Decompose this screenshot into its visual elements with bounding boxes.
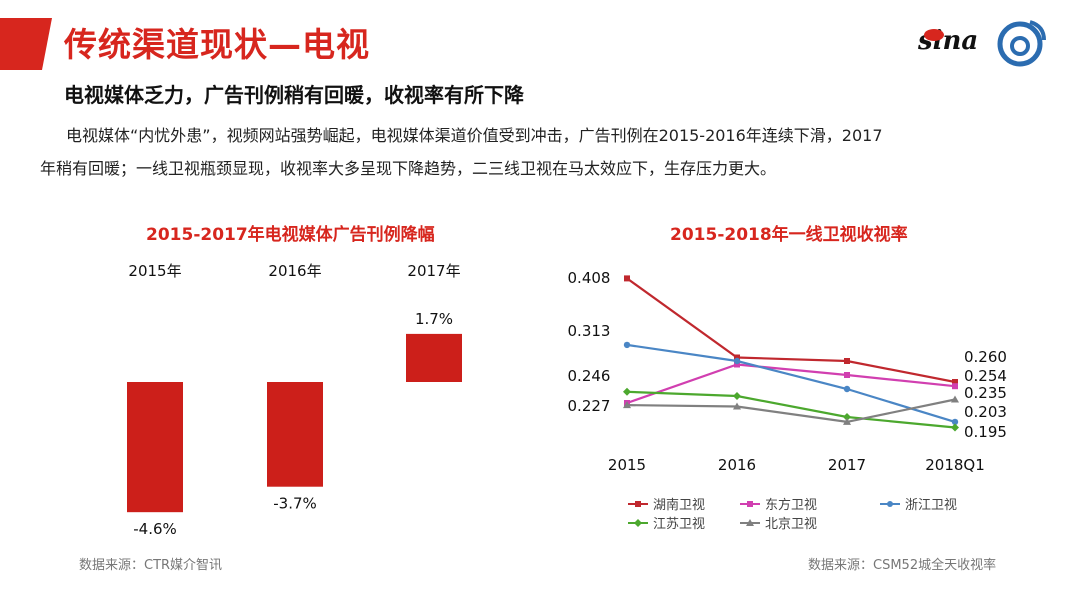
bar-chart-title: 2015-2017年电视媒体广告刊例降幅 — [146, 225, 435, 245]
line-start-value-label: 0.313 — [568, 322, 611, 340]
line-end-value-label: 0.203 — [964, 403, 1007, 421]
bar-category-label: 2017年 — [407, 262, 460, 280]
series-point — [734, 361, 740, 368]
series-line — [626, 398, 956, 424]
series-point — [623, 401, 631, 409]
series-point — [623, 341, 631, 349]
line-x-tick-label: 2015 — [608, 456, 646, 474]
line-x-tick-label: 2017 — [828, 456, 866, 474]
bar-category-label: 2015年 — [128, 262, 181, 280]
legend-marker — [635, 501, 641, 507]
line-chart-source: 数据来源：CSM52城全天收视率 — [808, 558, 997, 573]
series-line — [626, 343, 956, 423]
line-end-value-label: 0.260 — [964, 348, 1007, 366]
line-end-value-label: 0.254 — [964, 367, 1007, 385]
legend-marker — [887, 501, 893, 507]
line-chart-title: 2015-2018年一线卫视收视率 — [670, 225, 908, 245]
legend-marker — [747, 501, 753, 507]
series-point — [952, 383, 958, 390]
series-point — [951, 395, 959, 403]
title-accent-bar — [0, 18, 52, 70]
series-line — [626, 390, 956, 429]
bar-value-label: 1.7% — [415, 310, 453, 328]
bar — [267, 382, 323, 487]
line-end-value-label: 0.235 — [964, 384, 1007, 402]
sina-eye-icon — [924, 29, 944, 41]
series-line — [626, 363, 956, 405]
line-start-value-label: 0.408 — [568, 269, 611, 287]
series-point — [734, 354, 740, 361]
legend-label: 北京卫视 — [765, 517, 817, 532]
line-start-value-label: 0.246 — [568, 367, 611, 385]
series-point — [951, 418, 959, 426]
series-point — [843, 417, 851, 425]
series-point — [844, 358, 850, 364]
series-point — [952, 379, 958, 385]
weibo-logo-icon — [997, 20, 1046, 67]
description-line-1: 电视媒体“内忧外患”，视频网站强势崛起，电视媒体渠道价值受到冲击，广告刊例在20… — [66, 126, 883, 145]
page-subtitle: 电视媒体乏力，广告刊例稍有回暖，收视率有所下降 — [64, 83, 524, 107]
description-line-2: 年稍有回暖；一线卫视瓶颈显现，收视率大多呈现下降趋势，二三线卫视在马太效应下，生… — [40, 159, 777, 178]
legend-marker — [746, 519, 754, 526]
series-point — [843, 413, 851, 421]
legend-label: 湖南卫视 — [653, 497, 705, 513]
bar-value-label: -4.6% — [133, 520, 177, 538]
page-title: 传统渠道现状—电视 — [64, 25, 370, 64]
bar-value-label: -3.7% — [273, 495, 317, 513]
series-point — [623, 387, 631, 396]
legend-label: 东方卫视 — [765, 497, 817, 513]
bar — [127, 382, 183, 513]
line-end-value-label: 0.195 — [964, 423, 1007, 441]
series-point — [843, 385, 851, 393]
line-start-value-label: 0.227 — [568, 397, 611, 415]
legend-label: 江苏卫视 — [653, 516, 705, 532]
legend-label: 浙江卫视 — [905, 498, 957, 513]
series-point — [951, 423, 959, 432]
bar-category-label: 2016年 — [268, 262, 321, 280]
series-line — [626, 277, 956, 384]
bar-chart-source: 数据来源：CTR媒介智讯 — [79, 558, 223, 573]
line-x-tick-label: 2018Q1 — [925, 456, 985, 474]
series-point — [733, 357, 741, 365]
series-point — [844, 372, 850, 378]
bar — [406, 333, 462, 382]
legend-marker — [634, 519, 642, 527]
series-point — [624, 275, 630, 282]
series-point — [733, 402, 741, 410]
series-point — [733, 392, 741, 400]
line-x-tick-label: 2016 — [718, 456, 756, 474]
